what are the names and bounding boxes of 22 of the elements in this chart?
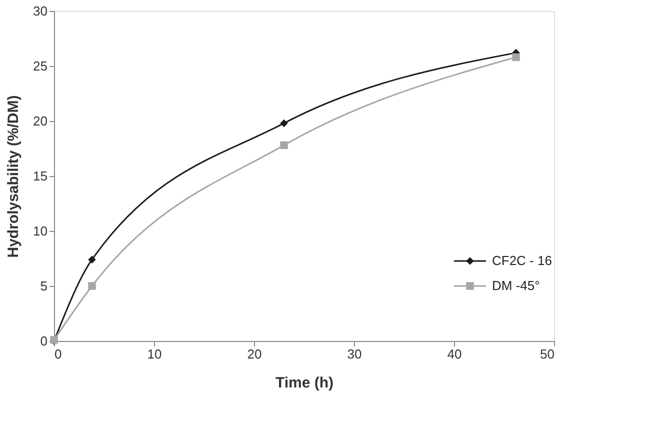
y-tick-label: 25: [33, 58, 48, 74]
legend-label: CF2C - 16: [492, 253, 552, 268]
y-tick-label: 10: [33, 224, 48, 238]
point: [280, 119, 288, 128]
point: [280, 141, 288, 150]
y-tick-label: 20: [33, 114, 48, 128]
y-tick-label: 0: [40, 334, 48, 348]
x-tick-label: 50: [540, 346, 554, 362]
x-tick-label: 0: [54, 346, 62, 362]
y-tick-label: 30: [33, 4, 48, 18]
x-tick-label: 30: [347, 346, 362, 362]
point: [512, 53, 520, 62]
x-tick-label: 10: [147, 346, 162, 362]
x-tick-label: 40: [447, 346, 462, 362]
legend-label: DM -45°: [492, 278, 540, 293]
x-tick-label: 20: [247, 346, 262, 362]
point: [88, 256, 96, 264]
y-axis-title: Hydrolysability (%/DM): [5, 95, 22, 258]
y-tick-label: 5: [40, 278, 48, 294]
x-axis-title: Time (h): [275, 374, 334, 392]
point: [88, 282, 96, 290]
y-tick-label: 15: [33, 168, 48, 184]
